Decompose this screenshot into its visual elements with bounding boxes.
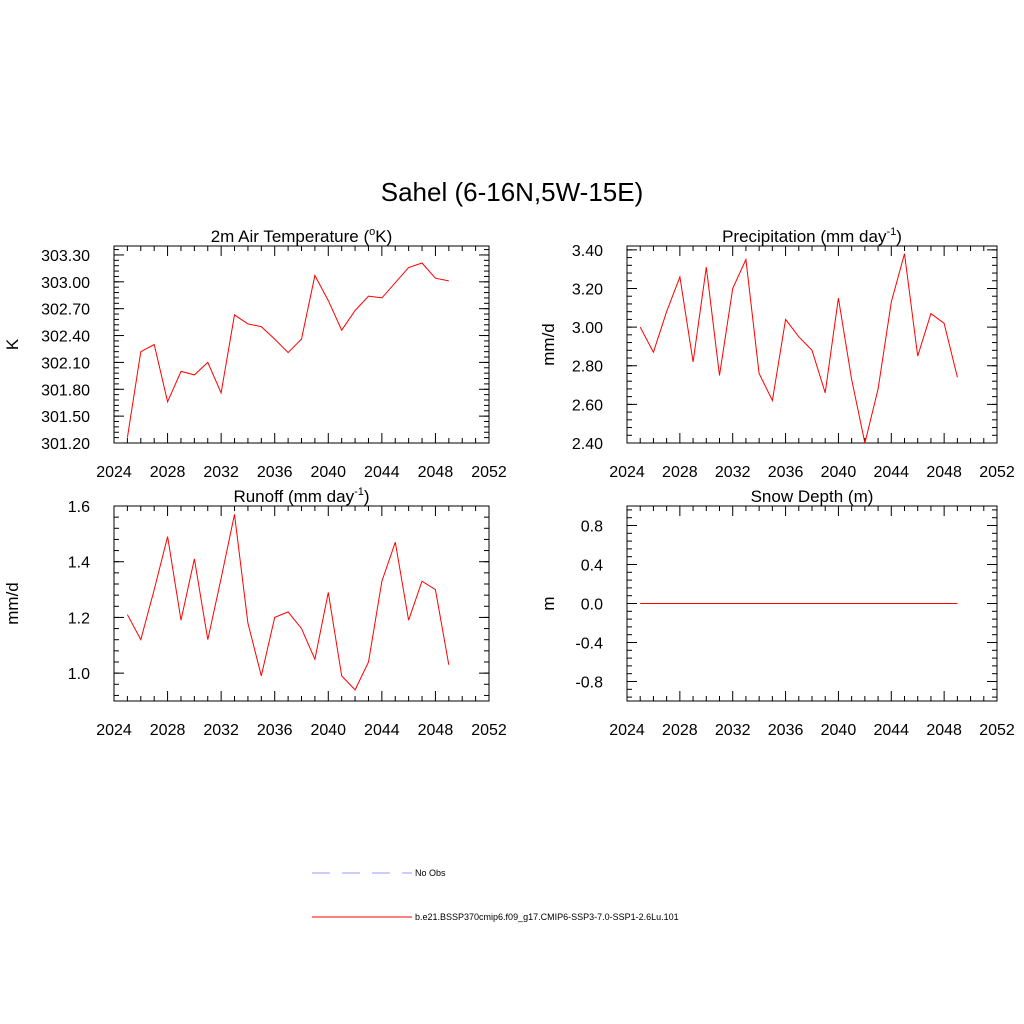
x-tick-label: 2036 bbox=[768, 722, 804, 739]
chart-panel-4: 2024 2028 2032 2036 2040 2044 2048 2052 -0.8 -0.4… bbox=[539, 487, 1015, 739]
y-tick-label: 301.20 bbox=[41, 436, 90, 453]
series-line bbox=[126, 514, 450, 691]
x-tick-label: 2040 bbox=[821, 464, 857, 481]
legend: No Obs b.e21.BSSP370cmip6.f09_g17.CMIP6-S… bbox=[312, 868, 679, 922]
y-tick-label: 301.50 bbox=[41, 409, 90, 426]
panel-title: Precipitation (mm day-1) bbox=[722, 226, 902, 246]
x-tick-label: 2052 bbox=[979, 722, 1015, 739]
y-tick-label: -0.8 bbox=[575, 675, 603, 692]
x-tick-label: 2036 bbox=[768, 464, 804, 481]
legend-label-1: No Obs bbox=[415, 868, 446, 878]
y-tick-label: 3.00 bbox=[572, 320, 603, 337]
y-axis-label: mm/d bbox=[3, 582, 22, 625]
x-tick-label: 2052 bbox=[471, 464, 507, 481]
x-tick-label: 2032 bbox=[203, 722, 239, 739]
figure-title: Sahel (6-16N,5W-15E) bbox=[381, 177, 644, 207]
x-tick-label: 2028 bbox=[150, 722, 186, 739]
panel-title-superscript: o bbox=[369, 226, 375, 238]
series-line bbox=[126, 262, 449, 438]
y-tick-label: 1.6 bbox=[68, 499, 90, 516]
x-tick-label: 2048 bbox=[418, 464, 454, 481]
x-tick-label: 2048 bbox=[926, 464, 962, 481]
panel-title-suffix: ) bbox=[364, 487, 370, 506]
y-tick-label: 302.70 bbox=[41, 302, 90, 319]
x-tick-label: 2024 bbox=[609, 464, 645, 481]
x-tick-label: 2044 bbox=[873, 722, 909, 739]
x-tick-label: 2044 bbox=[873, 464, 909, 481]
y-tick-label: 303.30 bbox=[41, 248, 90, 265]
plot-frame bbox=[113, 505, 490, 702]
x-tick-label: 2048 bbox=[926, 722, 962, 739]
panel-title-superscript: -1 bbox=[886, 226, 896, 238]
panel-title-suffix: K) bbox=[375, 227, 392, 246]
y-tick-label: 1.0 bbox=[68, 666, 90, 683]
panel-title-superscript: -1 bbox=[354, 486, 364, 498]
chart-panels: 2024 2028 2032 2036 2040 2044 2048 2052 301.20 30… bbox=[3, 226, 1015, 739]
x-tick-label: 2032 bbox=[715, 722, 751, 739]
y-axis-label: K bbox=[3, 338, 22, 350]
y-tick-label: 3.40 bbox=[572, 243, 603, 260]
chart-panel-3: 2024 2028 2032 2036 2040 2044 2048 2052 1.0 1.2 1.… bbox=[3, 486, 507, 739]
x-tick-label: 2040 bbox=[310, 464, 346, 481]
x-tick-label: 2040 bbox=[821, 722, 857, 739]
y-tick-label: 2.80 bbox=[572, 359, 603, 376]
legend-label-2: b.e21.BSSP370cmip6.f09_g17.CMIP6-SSP3-7.… bbox=[415, 912, 679, 922]
panel-title-main: Runoff (mm day bbox=[233, 487, 354, 506]
x-tick-label: 2036 bbox=[257, 464, 293, 481]
panel-title: Runoff (mm day-1) bbox=[233, 486, 369, 506]
chart-panel-2: 2024 2028 2032 2036 2040 2044 2048 2052 2.40 2.60… bbox=[539, 226, 1015, 481]
panel-title-main: 2m Air Temperature ( bbox=[211, 227, 370, 246]
x-tick-label: 2024 bbox=[96, 722, 132, 739]
x-tick-label: 2044 bbox=[364, 464, 400, 481]
x-tick-label: 2052 bbox=[979, 464, 1015, 481]
x-tick-label: 2048 bbox=[418, 722, 454, 739]
x-tick-label: 2032 bbox=[715, 464, 751, 481]
x-tick-label: 2032 bbox=[203, 464, 239, 481]
plot-frame bbox=[626, 245, 998, 444]
series-line bbox=[639, 253, 958, 444]
y-tick-label: 302.10 bbox=[41, 355, 90, 372]
x-tick-label: 2052 bbox=[471, 722, 507, 739]
panel-title: 2m Air Temperature (oK) bbox=[211, 226, 393, 246]
panel-title-main: Precipitation (mm day bbox=[722, 227, 887, 246]
x-tick-label: 2028 bbox=[150, 464, 186, 481]
panel-title: Snow Depth (m) bbox=[751, 487, 874, 506]
y-tick-label: 301.80 bbox=[41, 382, 90, 399]
x-tick-label: 2028 bbox=[662, 464, 698, 481]
x-tick-label: 2028 bbox=[662, 722, 698, 739]
x-tick-label: 2024 bbox=[96, 464, 132, 481]
x-tick-label: 2040 bbox=[310, 722, 346, 739]
y-tick-label: 303.00 bbox=[41, 275, 90, 292]
y-tick-label: 1.4 bbox=[68, 555, 90, 572]
y-tick-label: 0.8 bbox=[581, 519, 603, 536]
x-tick-label: 2024 bbox=[609, 722, 645, 739]
y-tick-label: 302.40 bbox=[41, 329, 90, 346]
y-tick-label: 2.60 bbox=[572, 397, 603, 414]
y-axis-label: m bbox=[539, 596, 558, 610]
y-tick-label: -0.4 bbox=[575, 636, 603, 653]
y-tick-label: 3.20 bbox=[572, 281, 603, 298]
y-tick-label: 1.2 bbox=[68, 610, 90, 627]
y-tick-label: 0.0 bbox=[581, 597, 603, 614]
y-tick-label: 2.40 bbox=[572, 436, 603, 453]
x-tick-label: 2036 bbox=[257, 722, 293, 739]
y-axis-label: mm/d bbox=[539, 323, 558, 366]
panel-title-suffix: ) bbox=[896, 227, 902, 246]
x-tick-label: 2044 bbox=[364, 722, 400, 739]
y-tick-label: 0.4 bbox=[581, 558, 603, 575]
chart-panel-1: 2024 2028 2032 2036 2040 2044 2048 2052 301.20 30… bbox=[3, 226, 507, 481]
panel-title-main: Snow Depth (m) bbox=[751, 487, 874, 506]
